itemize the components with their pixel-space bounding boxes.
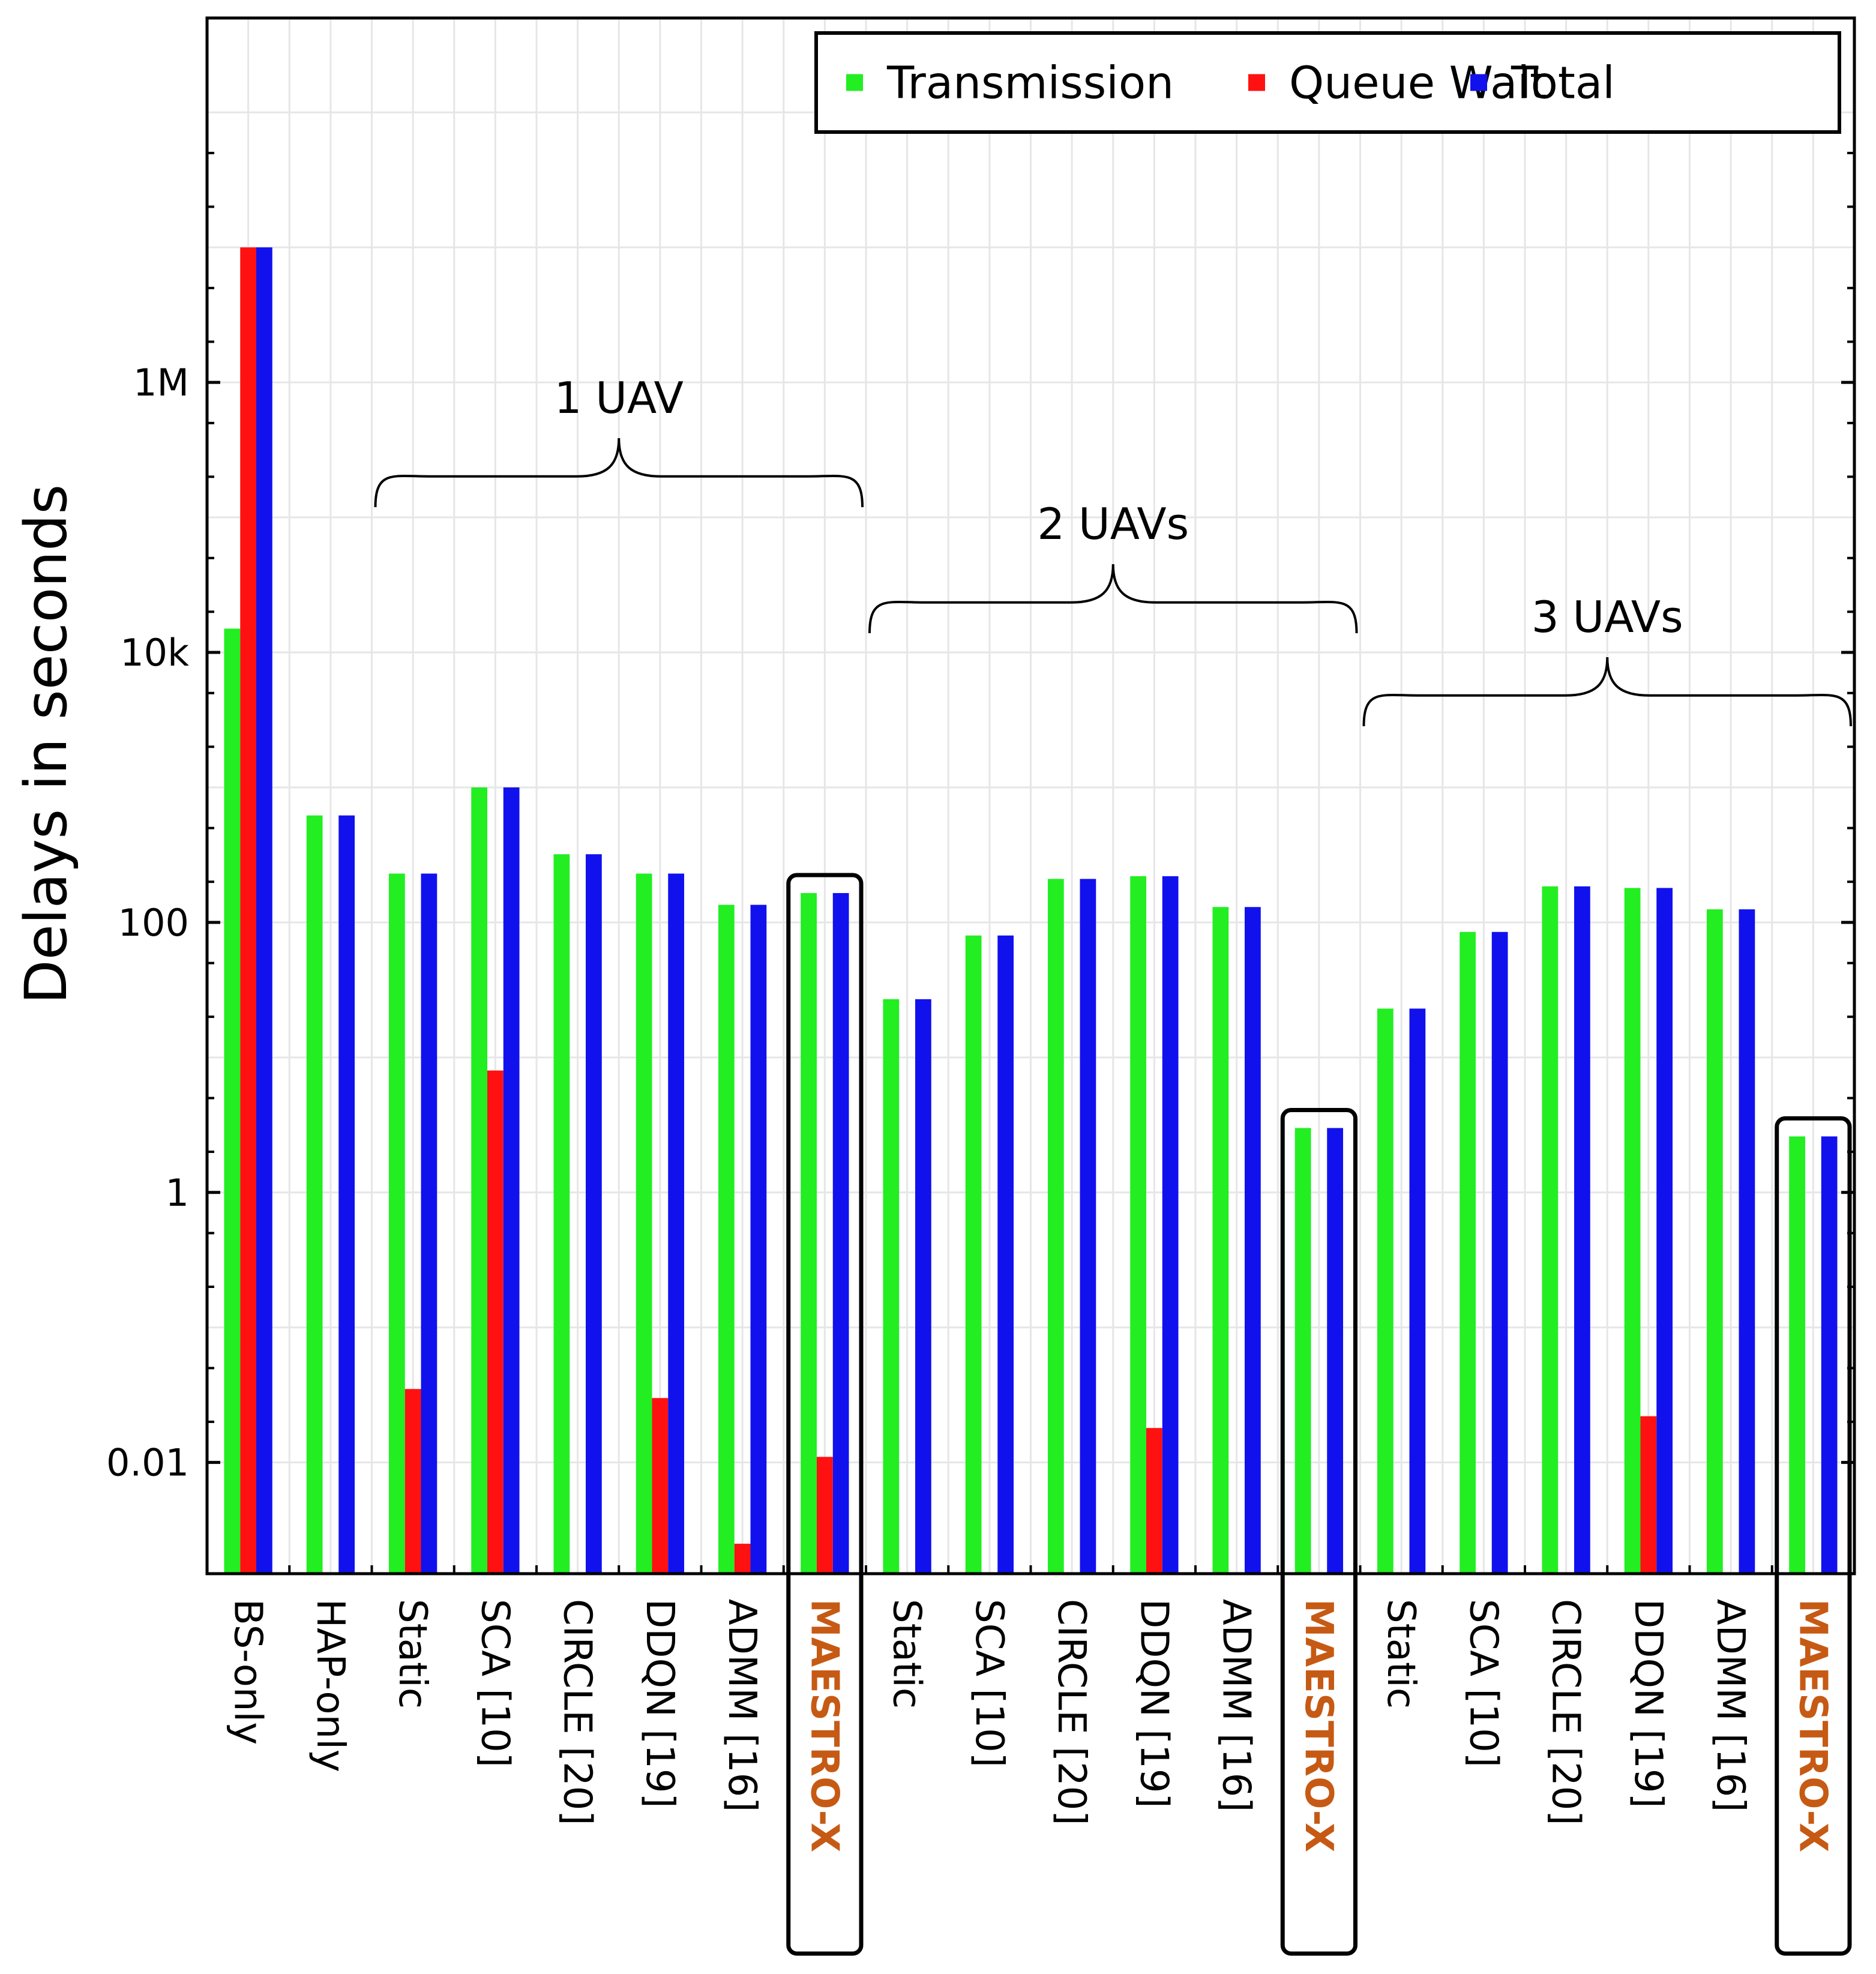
x-category-label: CIRCLE [20] — [1544, 1599, 1588, 1825]
bar-queue-wait — [652, 1398, 669, 1574]
bar-transmission — [306, 815, 323, 1574]
x-category-label: SCA [10] — [967, 1599, 1011, 1768]
highlight-box — [786, 873, 864, 1956]
x-category-label: DDQN [19] — [1626, 1599, 1670, 1808]
bar-total — [586, 854, 602, 1574]
y-tick-label: 1M — [133, 361, 189, 405]
x-category-label: ADMM [16] — [720, 1599, 764, 1812]
group-label: 1 UAV — [555, 373, 684, 423]
bar-transmission — [636, 873, 652, 1574]
x-category-label: HAP-only — [308, 1599, 352, 1772]
bar-queue-wait — [816, 1457, 833, 1574]
legend-swatch — [846, 74, 863, 91]
bar-transmission — [1542, 886, 1559, 1574]
legend-label: Transmission — [886, 58, 1174, 109]
legend-swatch — [1248, 74, 1265, 91]
highlight-box — [1280, 1107, 1357, 1956]
bar-total — [1162, 876, 1179, 1574]
bar-total — [1821, 1136, 1838, 1574]
x-category-label: CIRCLE [20] — [555, 1599, 600, 1825]
highlight-boxes — [786, 873, 1852, 1956]
bar-transmission — [718, 904, 735, 1574]
legend-label: Queue Wait — [1289, 58, 1547, 109]
bar-total — [1574, 886, 1590, 1574]
bar-transmission — [965, 935, 982, 1574]
legend-swatch — [1470, 74, 1487, 91]
bar-total — [750, 904, 767, 1574]
bar-total — [421, 873, 437, 1574]
bar-total — [1491, 931, 1508, 1574]
group-label: 3 UAVs — [1532, 592, 1683, 642]
bar-total — [997, 935, 1014, 1574]
x-category-label: Static — [885, 1599, 929, 1709]
x-category-label: DDQN [19] — [1131, 1599, 1176, 1808]
x-category-label: ADMM [16] — [1708, 1599, 1752, 1812]
bar-total — [1739, 909, 1755, 1574]
x-category-label: MAESTRO-X — [1790, 1599, 1835, 1852]
y-tick-label: 10k — [120, 631, 189, 675]
bar-transmission — [1789, 1136, 1805, 1574]
bar-transmission — [1706, 909, 1723, 1574]
bars — [224, 247, 1838, 1574]
bar-transmission — [1212, 907, 1229, 1574]
legend-label: Total — [1511, 58, 1615, 109]
bar-total — [1656, 888, 1673, 1574]
bar-total — [256, 247, 272, 1574]
bar-total — [1245, 907, 1261, 1574]
x-category-label: MAESTRO-X — [1296, 1599, 1341, 1852]
group-annotations: 1 UAV 2 UAVs 3 UAVs — [374, 373, 1852, 727]
group-brace — [374, 438, 864, 508]
highlight-box — [1775, 1116, 1852, 1956]
bar-transmission — [1377, 1008, 1393, 1574]
bar-total — [832, 892, 849, 1574]
bar-transmission — [1294, 1128, 1311, 1574]
x-category-label: SCA [10] — [472, 1599, 517, 1768]
bar-transmission — [471, 787, 487, 1574]
bar-queue-wait — [1640, 1416, 1657, 1574]
y-tick-label: 0.01 — [106, 1441, 189, 1485]
bar-transmission — [388, 873, 405, 1574]
bar-total — [668, 873, 685, 1574]
bar-transmission — [1047, 879, 1064, 1574]
x-category-label: SCA [10] — [1461, 1599, 1505, 1768]
bar-total — [1080, 879, 1096, 1574]
x-category-label: Static — [1378, 1599, 1423, 1709]
y-ticks: 0.01 1 100 10k 1M — [106, 151, 1854, 1574]
y-tick-label: 100 — [118, 901, 189, 945]
bar-transmission — [883, 999, 900, 1574]
x-category-label: MAESTRO-X — [802, 1599, 846, 1852]
group-brace — [868, 564, 1358, 634]
x-category-label: CIRCLE [20] — [1049, 1599, 1093, 1825]
bar-queue-wait — [734, 1544, 751, 1574]
x-category-label: BS-only — [226, 1599, 270, 1745]
bar-transmission — [801, 892, 817, 1574]
y-tick-label: 1 — [166, 1171, 189, 1215]
x-category-label: ADMM [16] — [1214, 1599, 1258, 1812]
bar-transmission — [1624, 888, 1641, 1574]
bar-queue-wait — [240, 247, 257, 1574]
grid — [206, 18, 1856, 1574]
x-category-label: DDQN [19] — [637, 1599, 682, 1808]
legend-box — [814, 31, 1841, 134]
x-category-label: Static — [390, 1599, 434, 1709]
bar-transmission — [1130, 876, 1146, 1574]
bar-total — [1409, 1008, 1426, 1574]
bar-total — [338, 815, 355, 1574]
category-labels: BS-only HAP-only Static SCA [10] CIRCLE [20]… — [226, 1599, 1835, 1852]
bar-transmission — [1460, 931, 1476, 1574]
group-label: 2 UAVs — [1037, 499, 1189, 549]
group-brace — [1362, 657, 1852, 727]
bar-queue-wait — [487, 1070, 504, 1574]
bar-queue-wait — [1146, 1428, 1162, 1574]
bar-queue-wait — [404, 1389, 421, 1574]
bar-transmission — [224, 628, 241, 1574]
bar-transmission — [553, 854, 570, 1574]
bar-total — [1327, 1128, 1344, 1574]
bar-total — [915, 999, 931, 1574]
y-axis-label: Delays in seconds — [13, 484, 80, 1004]
bar-total — [503, 787, 520, 1574]
